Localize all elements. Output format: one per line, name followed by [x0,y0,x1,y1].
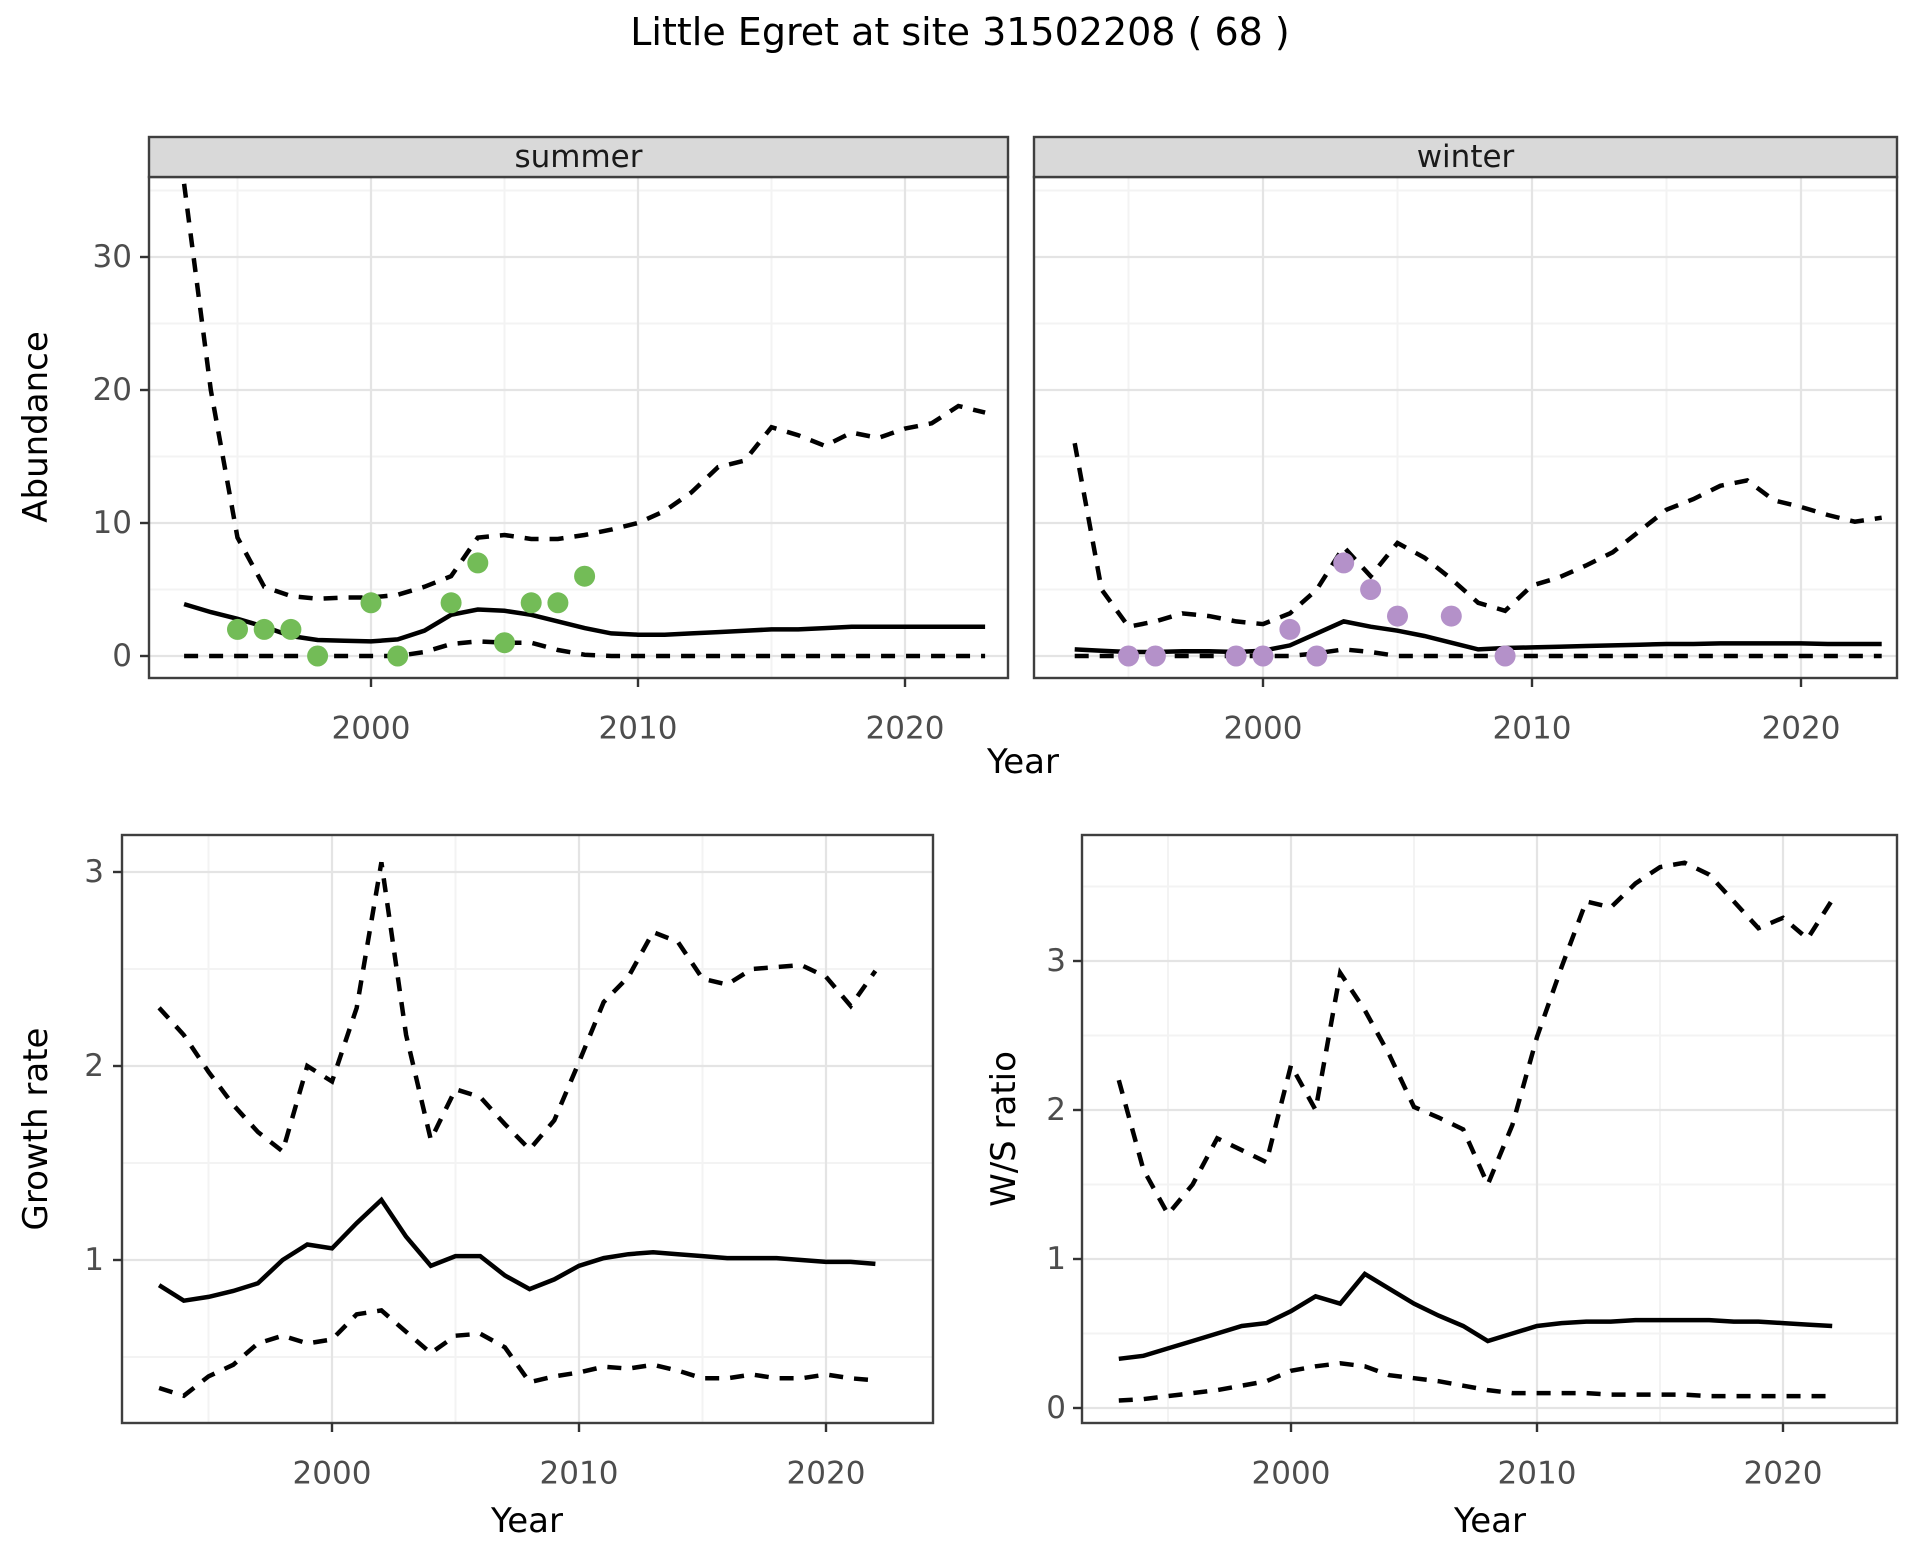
lower-ci-line [1118,1361,1833,1403]
observation-point [440,592,462,614]
y-tick-label: 3 [1046,943,1066,979]
x-axis-title-year-bottom-left: Year [491,1501,563,1541]
x-axis-title-year-top: Year [987,742,1059,782]
panel-background [122,835,933,1423]
lower-ci-line [1074,647,1882,659]
abundance-summer-panel: 2000 2010 2020 0 10 20 30 [93,135,1010,746]
abundance-winter-panel: 2000 2010 2020 [1032,135,1899,746]
y-tick-label: 0 [1046,1390,1066,1426]
x-tick-label: 2000 [293,1455,372,1491]
observation-point [360,592,382,614]
observation-point [467,552,489,574]
observation-point [547,592,569,614]
observation-point [1306,645,1328,667]
observation-point [1387,605,1408,627]
observation-point [1494,645,1516,667]
observation-point [1225,645,1247,667]
observation-point [494,632,515,654]
facet-strip [147,135,1010,179]
y-tick-label: 20 [93,372,132,408]
upper-ci-line [1116,860,1835,1219]
observation-point [280,618,302,640]
observation-point [253,618,275,640]
observation-point [1252,645,1274,667]
y-tick-label: 3 [84,854,104,890]
median-line [1118,1270,1833,1362]
x-tick-label: 2020 [787,1455,866,1491]
observation-point [227,618,248,640]
upper-ci-line [1072,442,1883,630]
x-axis-title-year-bottom-right: Year [1454,1501,1526,1541]
facet-strip-winter: winter [1416,139,1515,175]
page-title: Little Egret at site 31502208 ( 68 ) [630,10,1290,54]
observation-point [1118,645,1139,667]
y-axis-title-ws-ratio: W/S ratio [984,1051,1024,1207]
x-tick-label: 2020 [866,710,945,746]
y-tick-label: 1 [1046,1241,1066,1277]
panel-background [1082,835,1897,1423]
x-tick-label: 2000 [1252,1455,1331,1491]
y-axis-title-growth-rate: Growth rate [16,1027,56,1231]
x-tick-label: 2020 [1762,710,1841,746]
y-tick-label: 2 [1046,1092,1066,1128]
x-tick-label: 2010 [540,1455,619,1491]
y-tick-label: 0 [112,638,132,674]
facet-strip-summer: summer [514,139,643,175]
lower-ci-line [158,1308,876,1399]
panel-background [1034,177,1897,678]
x-tick-label: 2000 [332,710,411,746]
panel-border [1080,833,1899,1425]
upper-ci-line [157,861,878,1156]
median-line [1074,619,1882,655]
median-line [157,1196,876,1304]
observation-point [574,565,596,587]
x-tick-label: 2010 [1493,710,1572,746]
y-tick-label: 10 [93,505,132,541]
panel-background [149,177,1008,678]
observation-point [520,592,542,614]
y-tick-label: 2 [84,1048,104,1084]
ws-ratio-panel: 2000 2010 2020 0 1 2 3 [1046,833,1899,1491]
median-line [183,601,986,644]
y-axis-title-abundance: Abundance [16,331,56,523]
upper-ci-line [181,183,986,602]
panel-border [120,833,935,1425]
x-tick-label: 2020 [1744,1455,1823,1491]
observation-point [387,645,409,667]
x-tick-label: 2010 [599,710,678,746]
observation-point [1144,645,1166,667]
x-tick-label: 2010 [1498,1455,1577,1491]
observation-point [1360,579,1382,600]
x-tick-label: 2000 [1224,710,1303,746]
observation-point [1333,552,1355,574]
y-tick-label: 1 [84,1242,104,1278]
growth-rate-panel: 2000 2010 2020 1 2 3 [84,833,935,1491]
observation-point [1440,605,1462,627]
facet-strip [1032,135,1899,179]
observation-point [1279,618,1301,640]
y-tick-label: 30 [93,239,132,275]
observation-point [307,645,329,667]
